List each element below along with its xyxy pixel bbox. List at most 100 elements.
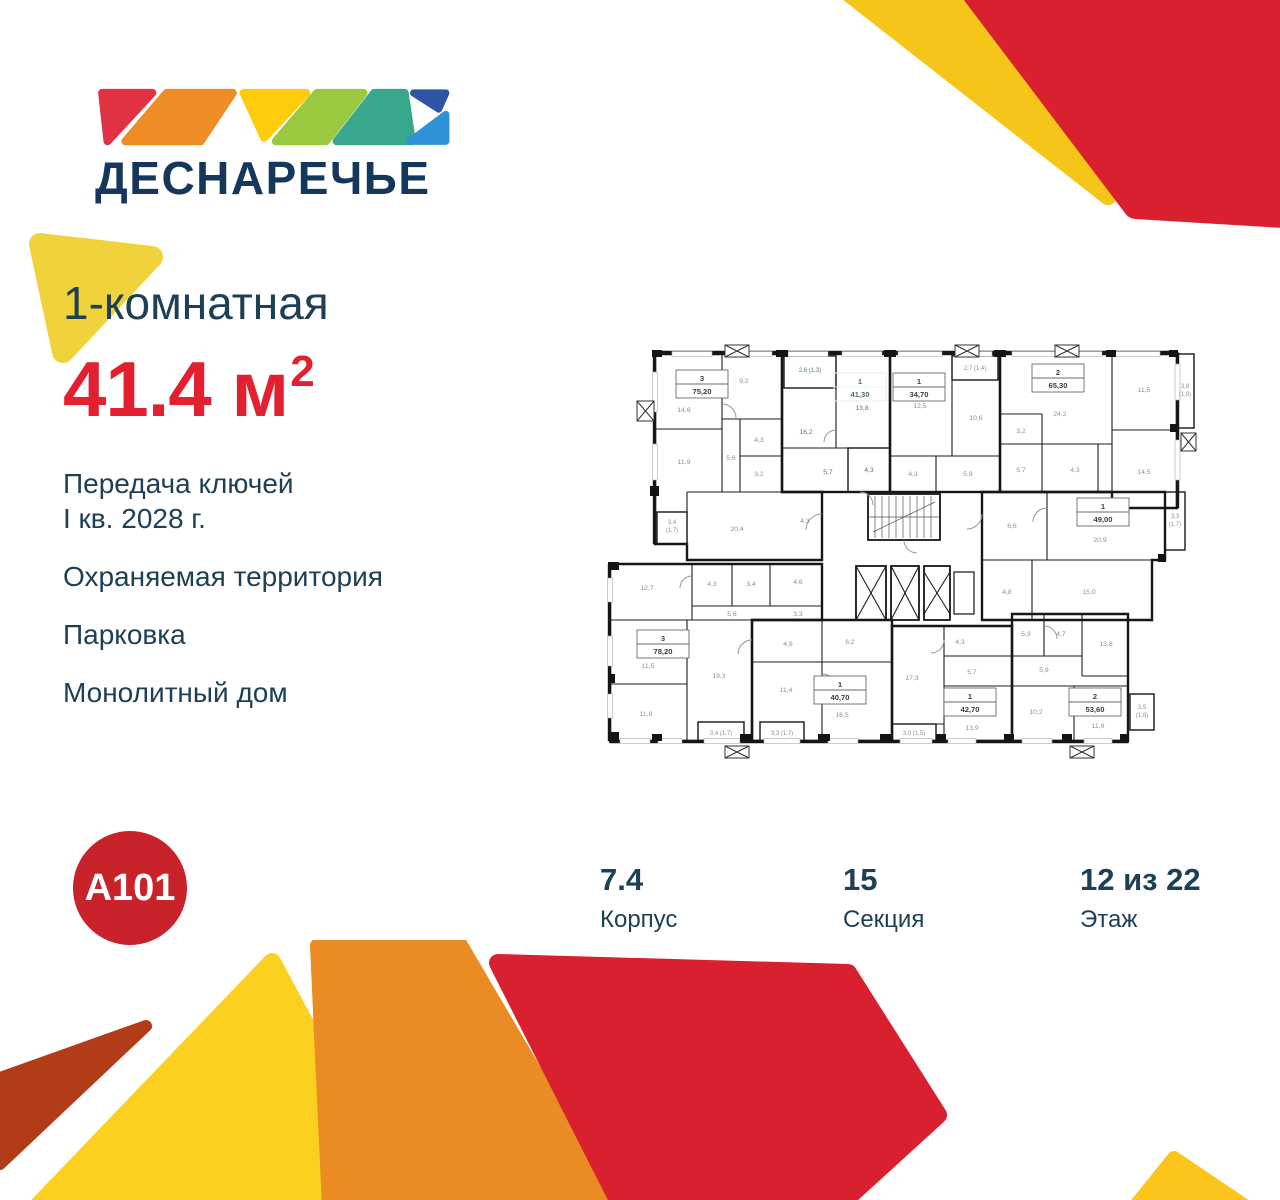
apartment-area: 34,70 — [909, 390, 928, 399]
room-label: 4,9 — [783, 641, 793, 648]
room-label: (1,7) — [1169, 522, 1181, 528]
windows — [607, 351, 1181, 744]
deco-yellow-small — [1131, 1151, 1249, 1200]
room-label: (1,7) — [666, 528, 678, 534]
deco-brick-sliver — [0, 1020, 152, 1170]
stairwell — [867, 493, 941, 541]
room-label: 3,3 — [793, 611, 803, 618]
floor-value: 12 из 22 — [1080, 862, 1201, 897]
apartment-area: 42,70 — [960, 705, 979, 714]
section-label: Секция — [843, 906, 925, 933]
area-unit: м — [231, 345, 289, 433]
feature-keys: Передача ключей I кв. 2028 г. — [63, 466, 383, 536]
room-label: 11,9 — [678, 459, 691, 466]
apartment-area: 78,20 — [653, 647, 672, 656]
balcony — [1164, 491, 1186, 551]
room-label: 11,5 — [642, 663, 655, 670]
apartment-type: 1 — [917, 377, 922, 386]
apartment-area: 41,30 — [850, 390, 869, 399]
floor-plan: 3 75,20 1 41,30 1 34,70 2 65,30 — [607, 344, 1197, 759]
room-label: 20,9 — [1093, 537, 1106, 544]
area-value: 41.4 — [63, 345, 212, 433]
room-label: 5,6 — [726, 455, 736, 462]
room-label: 16,5 — [835, 712, 848, 719]
room-label: 13,9 — [965, 725, 978, 732]
feature-parking: Парковка — [63, 617, 383, 652]
room-label: 2,7 (1,4) — [964, 366, 986, 372]
logo-shape-lightgreen — [271, 88, 368, 146]
room-label: 5,7 — [967, 669, 977, 676]
room-label: 3,2 — [1016, 428, 1026, 435]
room-label: 6,6 — [1007, 523, 1017, 530]
room-label: 4,3 — [1070, 467, 1080, 474]
apartment-type: 3 — [700, 374, 704, 383]
brand-logo: ДЕСНАРЕЧЬЕ — [95, 85, 465, 201]
room-label: 5,6 — [727, 611, 737, 618]
room-labels: 14,6 9,2 11,9 5,6 4,3 3,2 20,4 4,3 3,4 (… — [640, 366, 1192, 737]
room-label: 3,5 — [1138, 705, 1147, 711]
room-label: 4,6 — [793, 579, 803, 586]
logo-shape-darkblue — [410, 89, 450, 113]
deco-yellow-triangle — [29, 233, 163, 363]
room-label: 2,6 (1,3) — [799, 368, 821, 374]
vent-boxes — [636, 344, 1197, 759]
area-superscript: 2 — [290, 347, 315, 396]
room-label: 24,2 — [1053, 411, 1066, 418]
apartment-type: 2 — [1056, 368, 1060, 377]
logo-shape-red — [98, 88, 157, 146]
room-label: 5,9 — [963, 471, 973, 478]
apartment-area: 41.4 м2 — [63, 344, 315, 435]
developer-logo-text: A101 — [84, 866, 176, 909]
room-label: 4,3 — [707, 581, 717, 588]
room-label: 20,4 — [730, 526, 743, 533]
room-label: 5,7 — [823, 469, 833, 476]
room-label: 4,7 — [1056, 631, 1066, 638]
room-label: 11,5 — [1138, 387, 1151, 394]
room-label: 11,9 — [1092, 723, 1105, 730]
room-label: 4,8 — [1002, 589, 1012, 596]
room-label: 11,8 — [640, 711, 653, 718]
elevator-shafts — [855, 565, 975, 621]
brand-name: ДЕСНАРЕЧЬЕ — [95, 152, 431, 204]
developer-logo: A101 — [73, 831, 187, 945]
apartment-label: 1 49,00 — [1076, 497, 1130, 527]
apartment-area: 75,20 — [692, 387, 711, 396]
apartment-region-49-00 — [980, 490, 1167, 622]
summary-floor: 12 из 22 Этаж — [1080, 862, 1201, 934]
apartment-label: 2 53,60 — [1068, 687, 1122, 717]
floor-label: Этаж — [1080, 906, 1138, 933]
room-label: 17,3 — [905, 675, 918, 682]
room-label: 11,4 — [780, 687, 793, 694]
apartment-label: 1 42,70 — [943, 687, 997, 717]
room-label: 5,3 — [1021, 631, 1031, 638]
room-label: (1,9) — [1179, 392, 1191, 398]
room-label: 13,8 — [855, 405, 868, 412]
apartment-label-highlighted: 1 41,30 — [833, 372, 887, 402]
bathroom-highlighted — [847, 447, 891, 493]
deco-red-pentagon — [489, 954, 947, 1200]
room-label: 6,2 — [845, 639, 855, 646]
room-label: 3,4 — [668, 520, 677, 526]
room-label: 3,0 (1,5) — [903, 731, 925, 737]
building-value: 7.4 — [600, 862, 644, 897]
room-label: 3,2 — [754, 471, 764, 478]
logo-shape-yellow — [239, 88, 311, 142]
room-label: 12,5 — [913, 403, 926, 410]
room-label: 4,3 — [800, 518, 810, 525]
apartment-label: 3 78,20 — [636, 629, 690, 659]
apartment-area: 53,60 — [1085, 705, 1104, 714]
apartment-type: 3 — [661, 634, 665, 643]
room-label: 14,5 — [1137, 469, 1150, 476]
brand-logo-shapes — [98, 88, 450, 146]
apartment-region-65-30 — [998, 352, 1179, 510]
room-label: 14,6 — [677, 407, 690, 414]
room-label: 4,3 — [955, 639, 965, 646]
room-label: 4,3 — [908, 471, 918, 478]
pillars — [608, 350, 1178, 741]
decoration-top-right — [843, 0, 1280, 228]
room-label: 5,7 — [1016, 467, 1026, 474]
room-label: 3,4 — [746, 581, 756, 588]
apartment-area: 65,30 — [1048, 381, 1067, 390]
room-label: 12,7 — [640, 585, 653, 592]
